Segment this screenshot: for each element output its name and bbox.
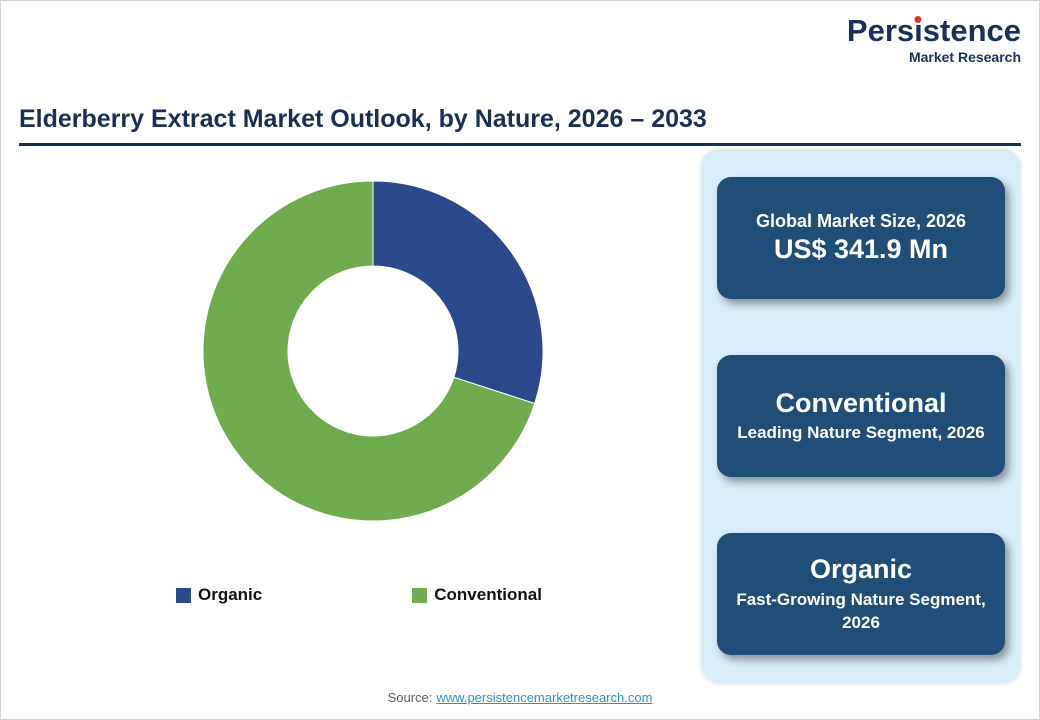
legend-label-conventional: Conventional xyxy=(434,585,542,604)
donut-svg xyxy=(202,180,544,522)
legend-label-organic: Organic xyxy=(198,585,263,604)
donut-segment-organic xyxy=(372,180,544,405)
highlights-panel: Global Market Size, 2026 US$ 341.9 Mn Co… xyxy=(701,149,1021,683)
brand-text-prefix: Pers xyxy=(846,13,915,48)
stat-box-market-size-value: US$ 341.9 Mn xyxy=(773,234,949,265)
stat-box-fast-growing-desc: Fast-Growing Nature Segment, 2026 xyxy=(736,589,986,632)
brand-name: Persıstence xyxy=(846,13,1021,48)
source-link[interactable]: www.persistencemarketresearch.com xyxy=(436,690,653,705)
page-title: Elderberry Extract Market Outlook, by Na… xyxy=(19,105,707,133)
legend-item-conventional: Conventional xyxy=(412,585,542,605)
legend-swatch-conventional xyxy=(412,587,428,603)
stat-box-leading-segment-name: Conventional xyxy=(775,387,947,418)
source-label: Source: xyxy=(387,690,433,705)
brand-text-suffix: stence xyxy=(922,13,1021,48)
stat-box-fast-growing-name: Organic xyxy=(809,554,913,585)
chart-legend: Organic Conventional xyxy=(176,585,542,605)
source-line: Source: www.persistencemarketresearch.com xyxy=(1,690,1039,705)
brand-logo: Persıstence Market Research xyxy=(846,13,1021,65)
stat-box-market-size-label: Global Market Size, 2026 xyxy=(755,210,967,231)
title-block: Elderberry Extract Market Outlook, by Na… xyxy=(19,105,1021,146)
donut-segment-conventional xyxy=(202,180,536,522)
stat-box-fast-growing-segment: Organic Fast-Growing Nature Segment, 202… xyxy=(717,533,1005,655)
stat-box-leading-segment: Conventional Leading Nature Segment, 202… xyxy=(717,355,1005,477)
brand-tagline: Market Research xyxy=(908,48,1021,65)
legend-item-organic: Organic xyxy=(176,585,262,605)
legend-swatch-organic xyxy=(176,587,191,603)
brand-i-red-dot: ı xyxy=(914,13,923,48)
stat-box-leading-segment-desc: Leading Nature Segment, 2026 xyxy=(737,423,985,443)
stat-box-market-size: Global Market Size, 2026 US$ 341.9 Mn xyxy=(717,177,1005,299)
donut-chart xyxy=(191,169,555,533)
